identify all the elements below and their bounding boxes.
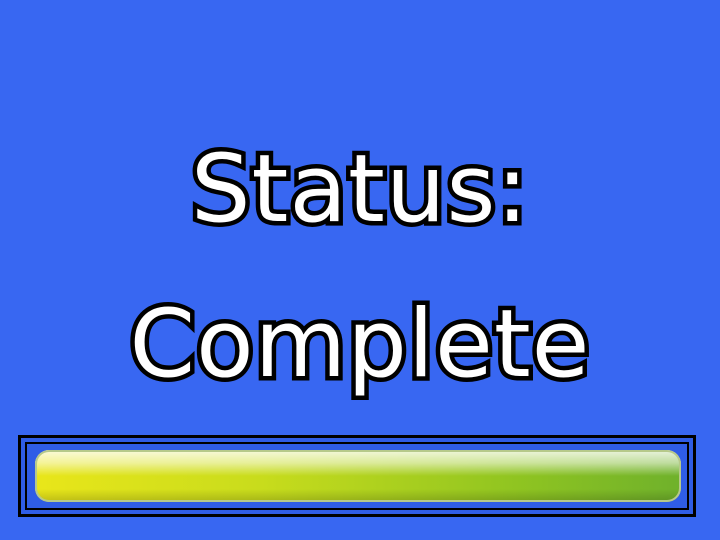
progress-bar-fill xyxy=(35,450,681,502)
progress-bar-frame xyxy=(18,435,696,517)
status-value: Complete xyxy=(125,286,594,404)
status-label: Status: xyxy=(186,131,532,249)
progress-bar-track xyxy=(35,450,681,502)
progress-bar-inner-border xyxy=(25,442,689,510)
